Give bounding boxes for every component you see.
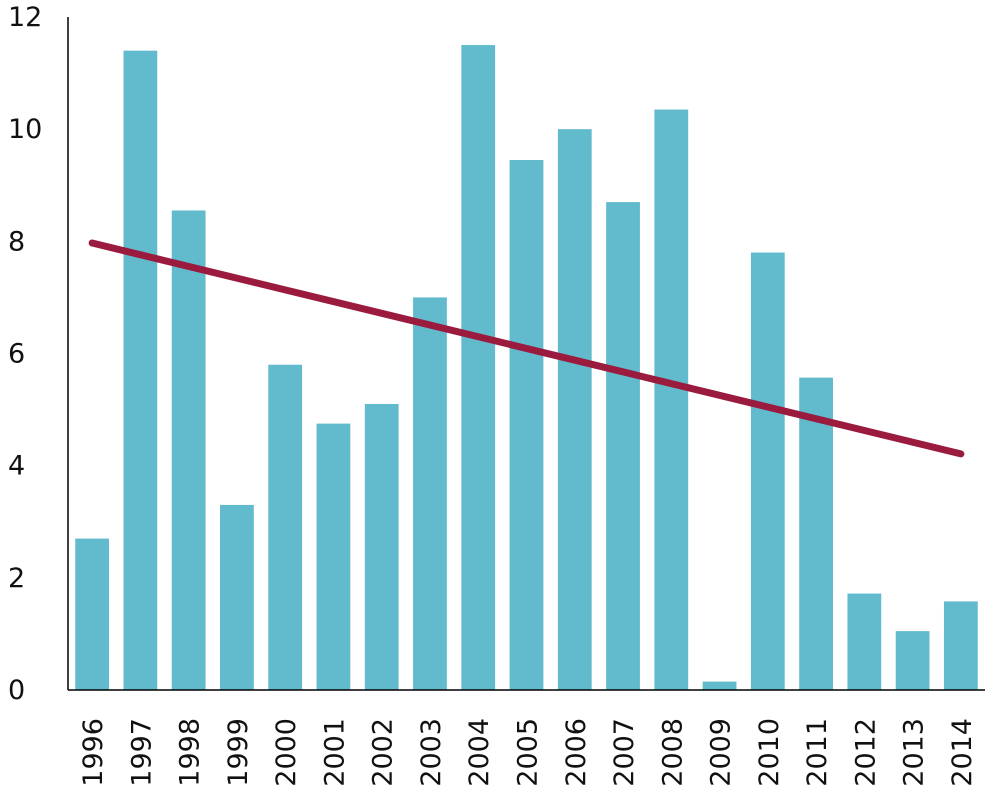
x-tick-label: 2003 xyxy=(416,718,447,787)
bar-2012 xyxy=(847,593,882,690)
bar-2008 xyxy=(654,109,689,691)
bar-2009 xyxy=(702,681,737,690)
x-tick-label: 2005 xyxy=(513,718,544,787)
bar-1997 xyxy=(123,50,158,690)
y-tick-label: 12 xyxy=(8,2,42,33)
bar-2011 xyxy=(799,377,833,690)
bar-1999 xyxy=(220,504,254,690)
bar-2002 xyxy=(364,403,399,690)
x-tick-label: 2010 xyxy=(754,718,785,787)
y-tick-label: 6 xyxy=(8,339,25,370)
y-tick-label: 0 xyxy=(8,675,25,706)
bar-2005 xyxy=(509,160,544,690)
x-tick-label: 2014 xyxy=(947,718,978,787)
x-tick-label: 2007 xyxy=(609,718,640,787)
bar-2007 xyxy=(606,202,640,690)
x-tick-label: 2004 xyxy=(464,718,495,787)
x-tick-label: 2013 xyxy=(899,718,930,787)
bar-2000 xyxy=(268,364,303,690)
x-tick-label: 2012 xyxy=(850,718,881,787)
bar-2013 xyxy=(895,631,930,690)
x-tick-label: 2002 xyxy=(368,718,399,787)
x-tick-label: 1999 xyxy=(223,718,254,787)
bar-2001 xyxy=(316,423,351,690)
x-tick-label: 2001 xyxy=(319,718,350,787)
y-tick-label: 8 xyxy=(8,226,25,257)
y-tick-label: 4 xyxy=(8,451,25,482)
x-tick-label: 2000 xyxy=(271,718,302,787)
x-tick-label: 2006 xyxy=(561,718,592,787)
bars xyxy=(75,45,978,691)
bar-2003 xyxy=(413,297,447,690)
bar-2004 xyxy=(461,45,496,690)
x-tick-label: 1996 xyxy=(78,718,109,787)
bar-2014 xyxy=(943,601,978,690)
bar-1996 xyxy=(75,538,110,690)
bar-1998 xyxy=(171,210,206,691)
x-axis-ticks: 1996 1997 1998 1999 2000 2001 2002 2003 2004 2005… xyxy=(78,718,978,787)
x-tick-label: 1997 xyxy=(126,718,157,787)
trendline xyxy=(88,239,965,458)
y-tick-label: 2 xyxy=(8,563,25,594)
y-tick-label: 10 xyxy=(8,114,42,145)
bar-2010 xyxy=(750,252,785,691)
x-tick-label: 2009 xyxy=(706,718,737,787)
bar-2006 xyxy=(557,129,592,690)
x-tick-label: 1998 xyxy=(175,718,206,787)
x-tick-label: 2008 xyxy=(657,718,688,787)
y-axis-ticks: 0 2 4 6 8 10 12 xyxy=(8,2,42,706)
x-tick-label: 2011 xyxy=(802,718,833,787)
